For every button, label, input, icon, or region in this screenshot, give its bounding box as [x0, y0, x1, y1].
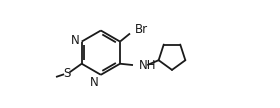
Text: N: N	[71, 34, 80, 47]
Text: S: S	[63, 68, 71, 80]
Text: N: N	[90, 76, 99, 89]
Text: Br: Br	[135, 23, 148, 36]
Text: NH: NH	[138, 59, 156, 72]
